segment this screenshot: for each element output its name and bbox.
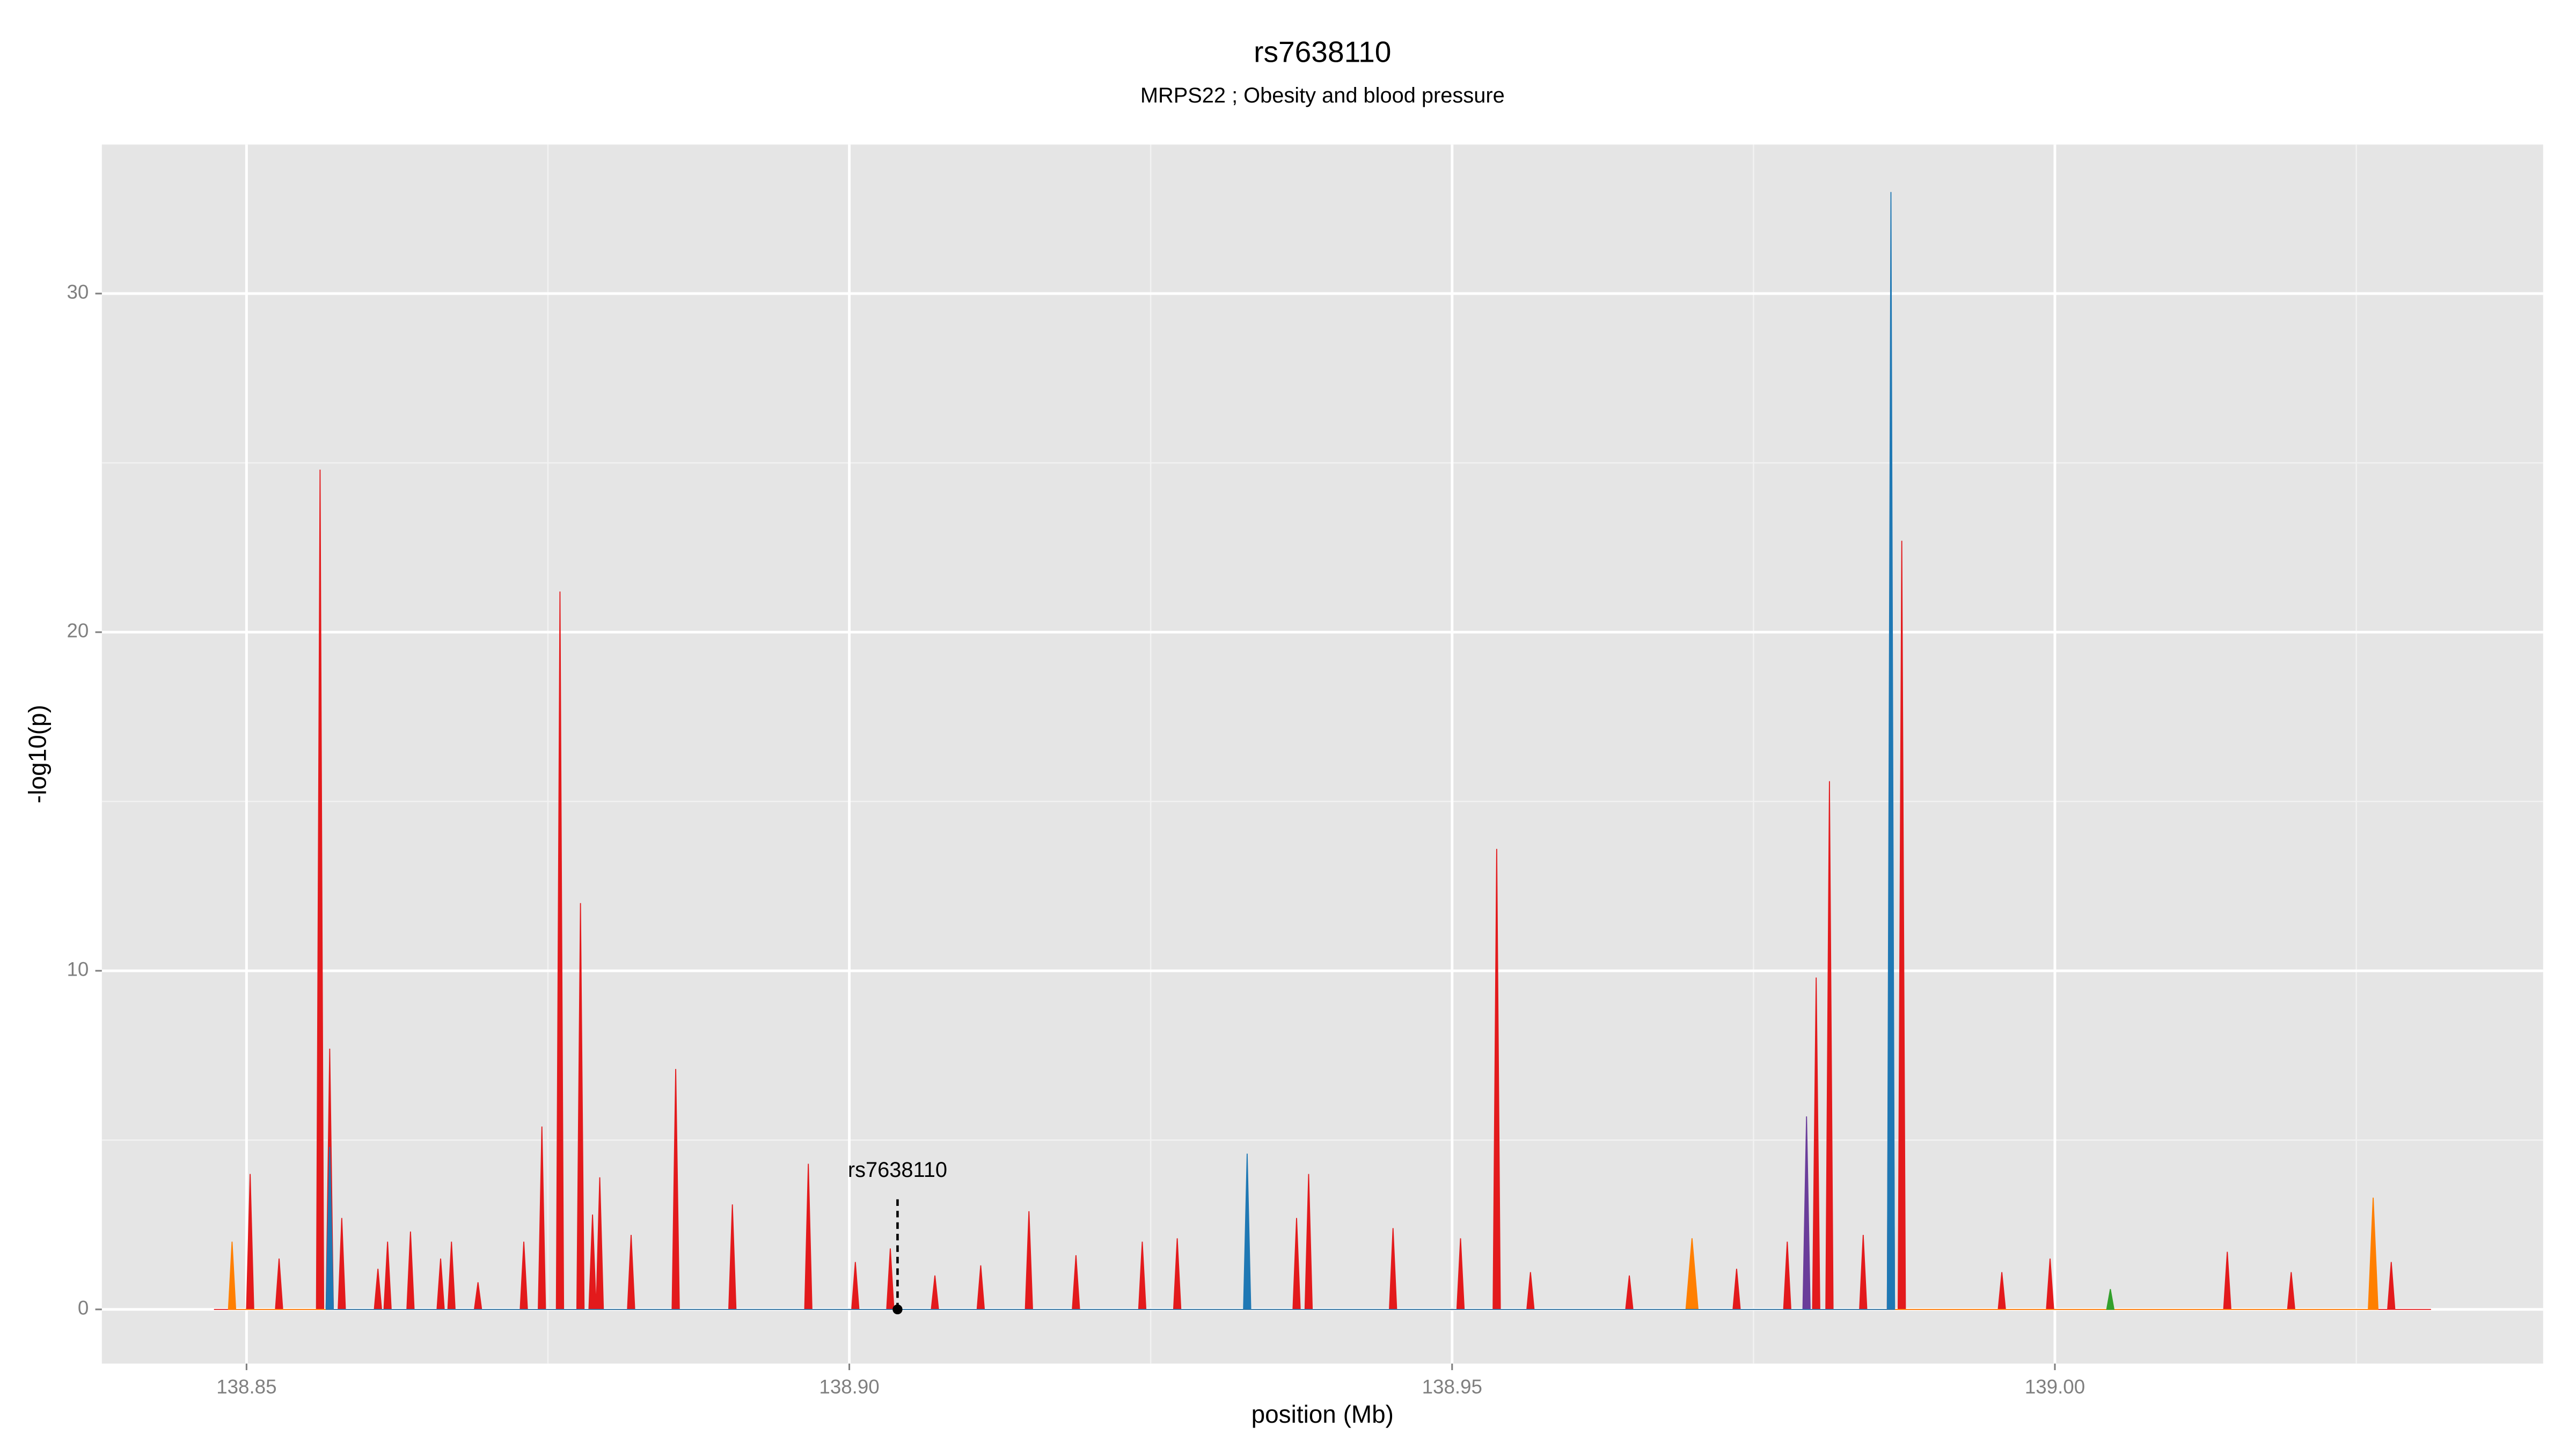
- y-axis-label: -log10(p): [24, 705, 52, 803]
- area: [325, 192, 1896, 1310]
- y-tick-label: 30: [67, 281, 89, 303]
- annotation-label: rs7638110: [848, 1158, 947, 1182]
- x-tick-label: 138.85: [216, 1375, 276, 1397]
- area: [2106, 1289, 2115, 1310]
- x-tick-label: 139.00: [2025, 1375, 2085, 1397]
- y-tick-label: 20: [67, 620, 89, 642]
- foreground: 138.85 138.90 138.95 139.00 0 10 20 30 rs7638110: [67, 281, 2085, 1398]
- chart-title: rs7638110: [1254, 35, 1391, 69]
- annotation-point: [892, 1304, 903, 1315]
- y-tick-label: 0: [78, 1297, 89, 1319]
- plot-panel: [101, 144, 2543, 1364]
- areas: [214, 192, 2431, 1310]
- x-tick-label: 138.95: [1422, 1375, 1482, 1397]
- area: [228, 1197, 2379, 1310]
- y-tick-label: 10: [67, 958, 89, 980]
- x-tick-label: 138.90: [819, 1375, 879, 1397]
- x-axis-label: position (Mb): [1252, 1400, 1394, 1428]
- chart-subtitle: MRPS22 ; Obesity and blood pressure: [1140, 84, 1505, 107]
